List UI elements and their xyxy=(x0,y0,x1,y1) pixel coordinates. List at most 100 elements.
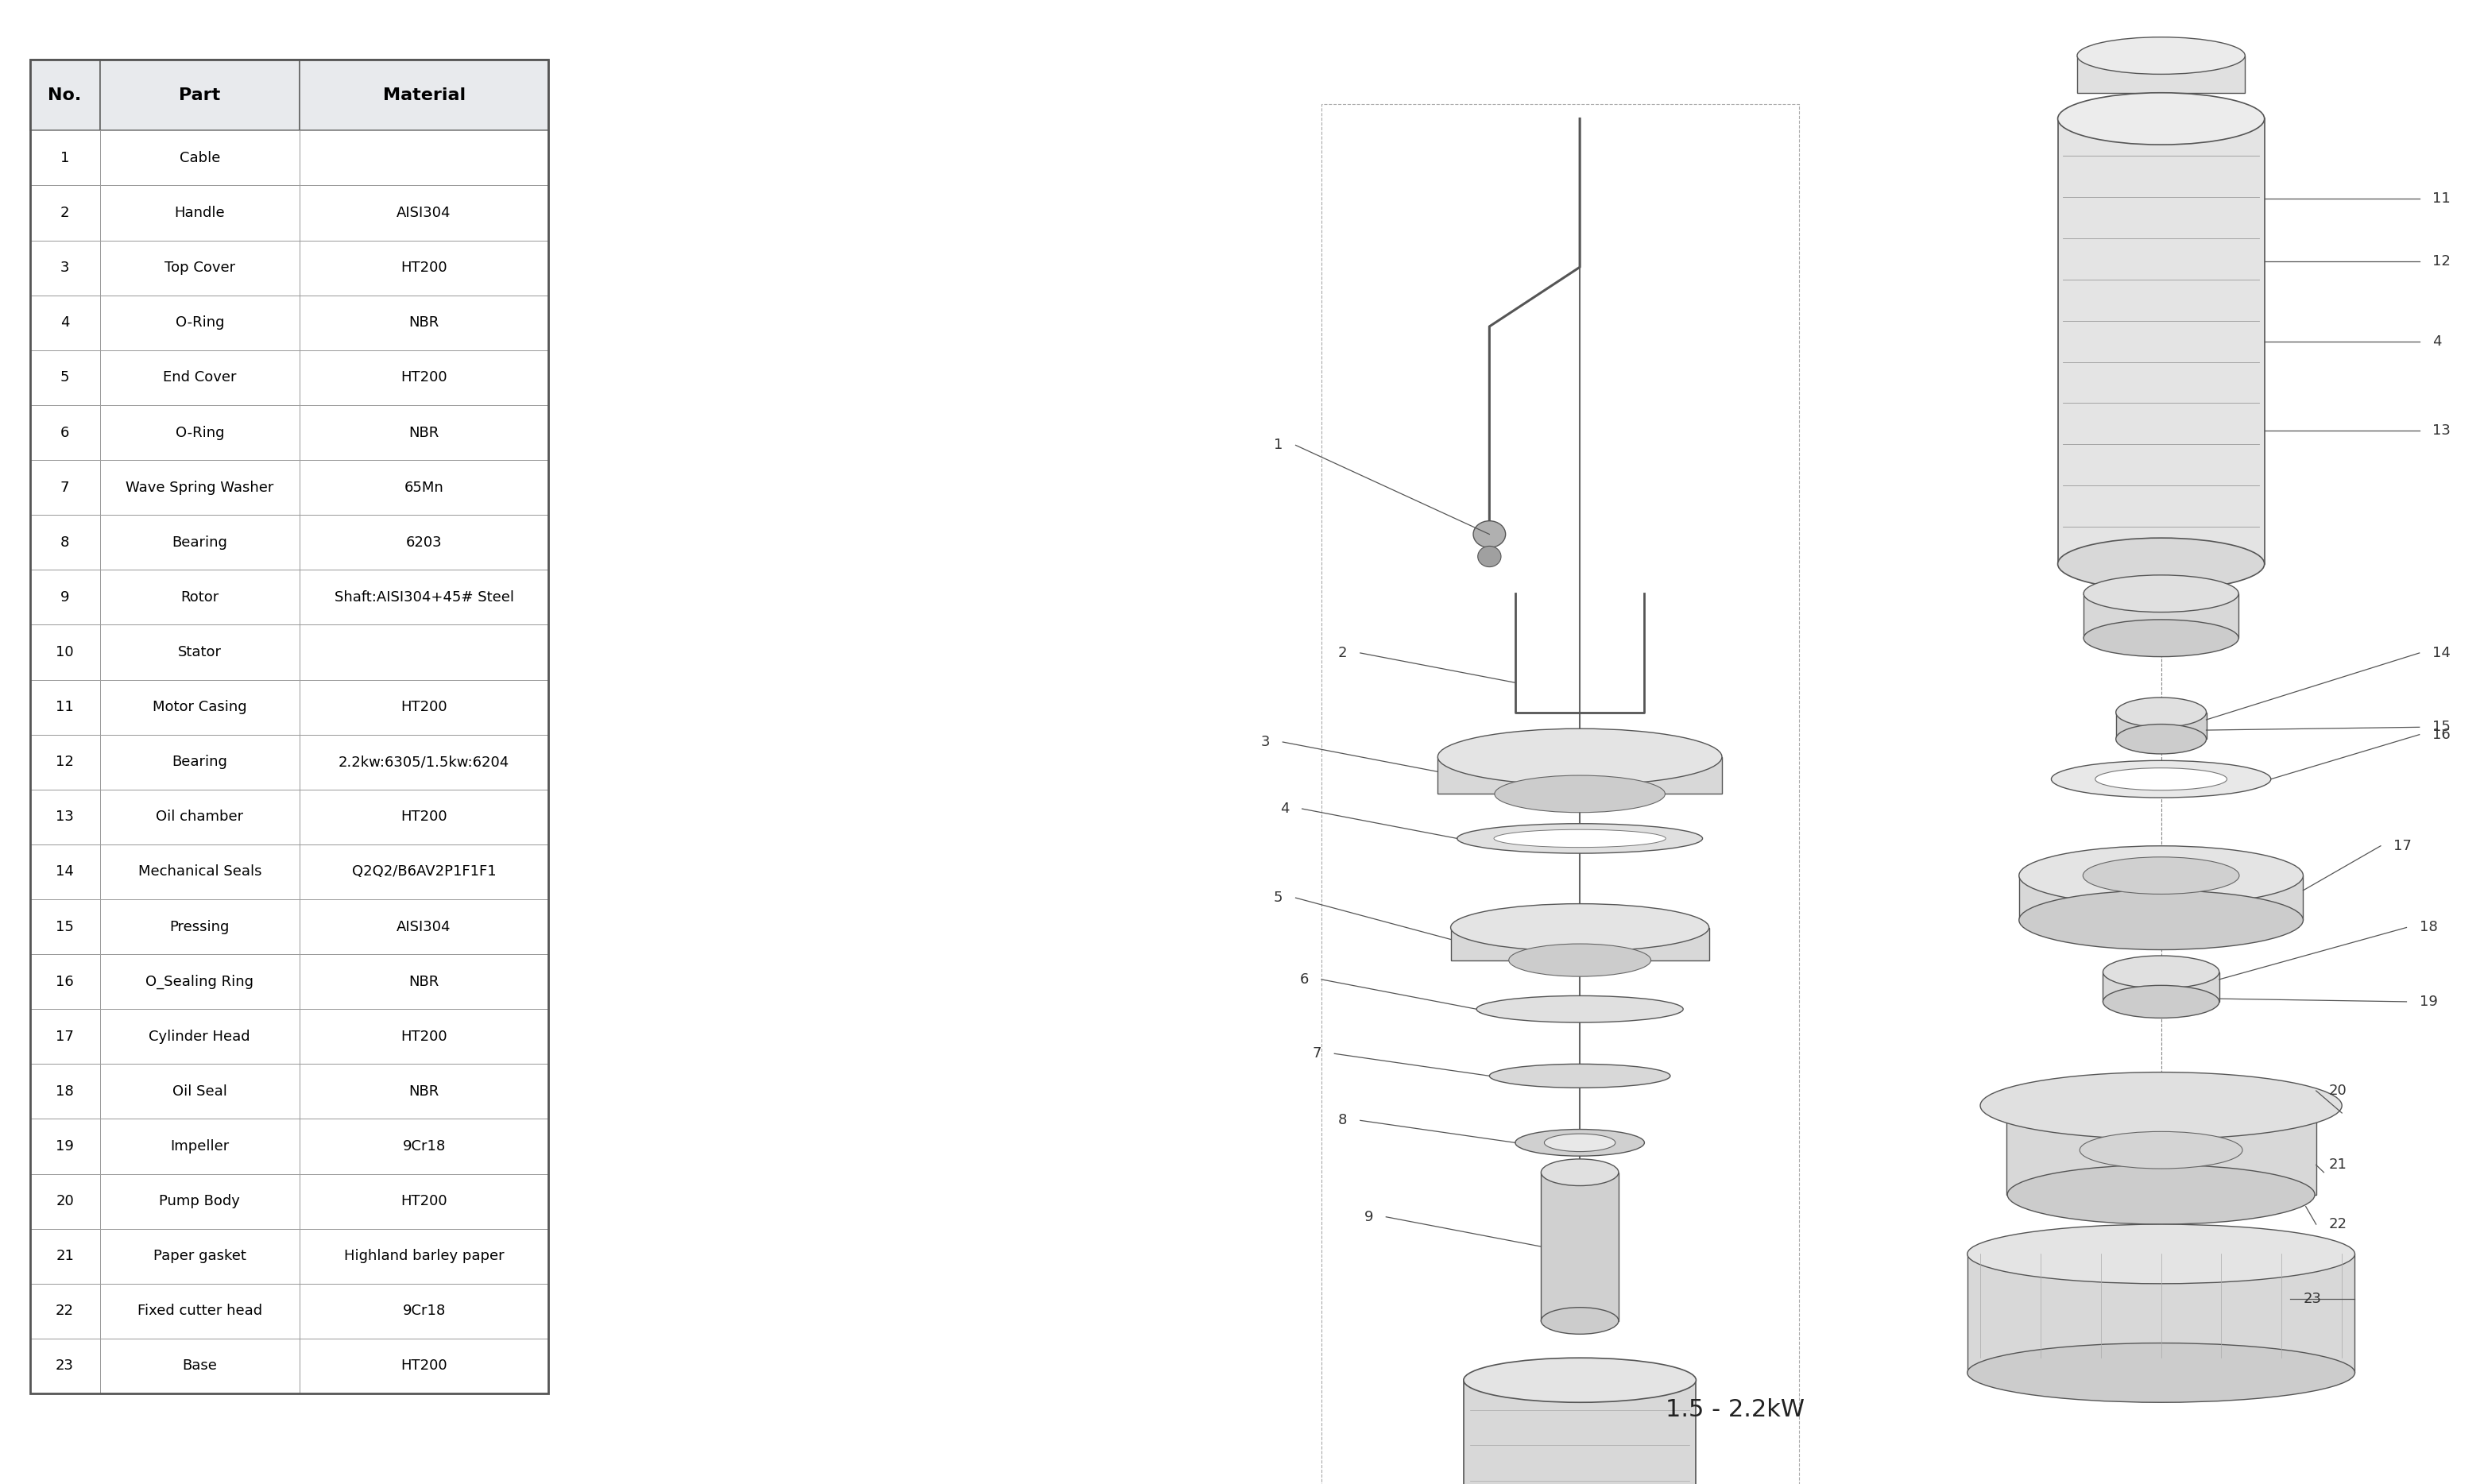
Ellipse shape xyxy=(2116,724,2206,754)
Text: 19: 19 xyxy=(2419,994,2437,1009)
Text: 22: 22 xyxy=(55,1304,75,1318)
Text: Rotor: Rotor xyxy=(181,591,219,604)
Text: 18: 18 xyxy=(2419,920,2437,935)
Text: Material: Material xyxy=(383,88,465,102)
Bar xyxy=(99,1229,301,1284)
Ellipse shape xyxy=(1508,944,1652,976)
Bar xyxy=(301,680,549,735)
Text: Paper gasket: Paper gasket xyxy=(154,1250,246,1263)
Text: 6: 6 xyxy=(1299,972,1309,987)
Ellipse shape xyxy=(1490,1064,1669,1088)
Text: 2: 2 xyxy=(1339,646,1346,660)
Ellipse shape xyxy=(2019,890,2303,950)
Text: No.: No. xyxy=(47,88,82,102)
Text: 3: 3 xyxy=(1262,735,1269,749)
Text: HT200: HT200 xyxy=(400,261,447,275)
Text: HT200: HT200 xyxy=(400,371,447,384)
Bar xyxy=(30,1284,99,1339)
Bar xyxy=(30,59,549,1393)
Text: Handle: Handle xyxy=(174,206,226,220)
Bar xyxy=(99,131,301,186)
Text: 3: 3 xyxy=(60,261,70,275)
Bar xyxy=(30,680,99,735)
Bar xyxy=(99,1174,301,1229)
Text: 17: 17 xyxy=(2395,838,2412,853)
Text: Q2Q2/B6AV2P1F1F1: Q2Q2/B6AV2P1F1F1 xyxy=(353,865,497,879)
Bar xyxy=(30,844,99,899)
Text: 4: 4 xyxy=(1279,801,1289,816)
Bar xyxy=(99,1284,301,1339)
Bar xyxy=(99,899,301,954)
Ellipse shape xyxy=(2084,576,2238,611)
Text: Highland barley paper: Highland barley paper xyxy=(343,1250,504,1263)
Bar xyxy=(30,735,99,789)
Bar xyxy=(30,899,99,954)
Bar xyxy=(2077,56,2246,93)
Ellipse shape xyxy=(1438,729,1721,785)
Text: NBR: NBR xyxy=(410,975,440,988)
Text: Motor Casing: Motor Casing xyxy=(152,700,246,714)
Bar xyxy=(99,844,301,899)
Bar xyxy=(301,844,549,899)
Text: O-Ring: O-Ring xyxy=(176,316,224,329)
Bar xyxy=(301,1339,549,1393)
Text: HT200: HT200 xyxy=(400,1195,447,1208)
Bar xyxy=(99,59,301,131)
Text: 9Cr18: 9Cr18 xyxy=(402,1140,445,1153)
Bar xyxy=(301,1284,549,1339)
Bar xyxy=(2104,972,2218,1002)
Text: 15: 15 xyxy=(55,920,75,933)
Bar xyxy=(2116,712,2206,739)
Bar xyxy=(30,1064,99,1119)
Bar xyxy=(30,515,99,570)
Ellipse shape xyxy=(1451,904,1709,951)
Text: Impeller: Impeller xyxy=(171,1140,229,1153)
Ellipse shape xyxy=(1493,830,1667,847)
Text: 12: 12 xyxy=(2432,254,2452,269)
Ellipse shape xyxy=(1495,775,1664,813)
Ellipse shape xyxy=(1967,1343,2355,1402)
Ellipse shape xyxy=(1980,1071,2342,1140)
Bar xyxy=(301,954,549,1009)
Text: NBR: NBR xyxy=(410,1085,440,1098)
Bar xyxy=(301,899,549,954)
Text: 21: 21 xyxy=(2330,1158,2347,1172)
Bar xyxy=(301,186,549,240)
Ellipse shape xyxy=(2104,956,2218,988)
Ellipse shape xyxy=(2057,92,2265,145)
Bar xyxy=(301,59,549,131)
Bar xyxy=(301,570,549,625)
Bar xyxy=(301,735,549,789)
Bar xyxy=(30,240,99,295)
Text: 18: 18 xyxy=(55,1085,75,1098)
Ellipse shape xyxy=(2019,846,2303,905)
Ellipse shape xyxy=(1458,824,1702,853)
Bar xyxy=(1540,1172,1620,1321)
Ellipse shape xyxy=(1463,1358,1697,1402)
Text: 8: 8 xyxy=(1339,1113,1346,1128)
Bar xyxy=(99,515,301,570)
Bar xyxy=(99,460,301,515)
Ellipse shape xyxy=(2104,985,2218,1018)
Text: NBR: NBR xyxy=(410,426,440,439)
Bar xyxy=(1451,928,1709,960)
Text: 13: 13 xyxy=(2432,423,2452,438)
Text: Wave Spring Washer: Wave Spring Washer xyxy=(127,481,273,494)
Text: 7: 7 xyxy=(60,481,70,494)
Text: 2.2kw:6305/1.5kw:6204: 2.2kw:6305/1.5kw:6204 xyxy=(338,755,509,769)
Ellipse shape xyxy=(1475,996,1684,1022)
Text: Top Cover: Top Cover xyxy=(164,261,236,275)
Text: Cylinder Head: Cylinder Head xyxy=(149,1030,251,1043)
Text: 23: 23 xyxy=(55,1359,75,1373)
Text: 1.5 - 2.2kW: 1.5 - 2.2kW xyxy=(1664,1398,1803,1422)
Ellipse shape xyxy=(1540,1159,1620,1186)
Text: 15: 15 xyxy=(2432,720,2452,735)
Bar xyxy=(99,625,301,680)
Text: Oil chamber: Oil chamber xyxy=(156,810,243,824)
Text: HT200: HT200 xyxy=(400,1359,447,1373)
Text: 9: 9 xyxy=(1364,1209,1374,1224)
Bar xyxy=(301,625,549,680)
Text: 21: 21 xyxy=(55,1250,75,1263)
Bar xyxy=(301,240,549,295)
Text: Bearing: Bearing xyxy=(171,536,229,549)
